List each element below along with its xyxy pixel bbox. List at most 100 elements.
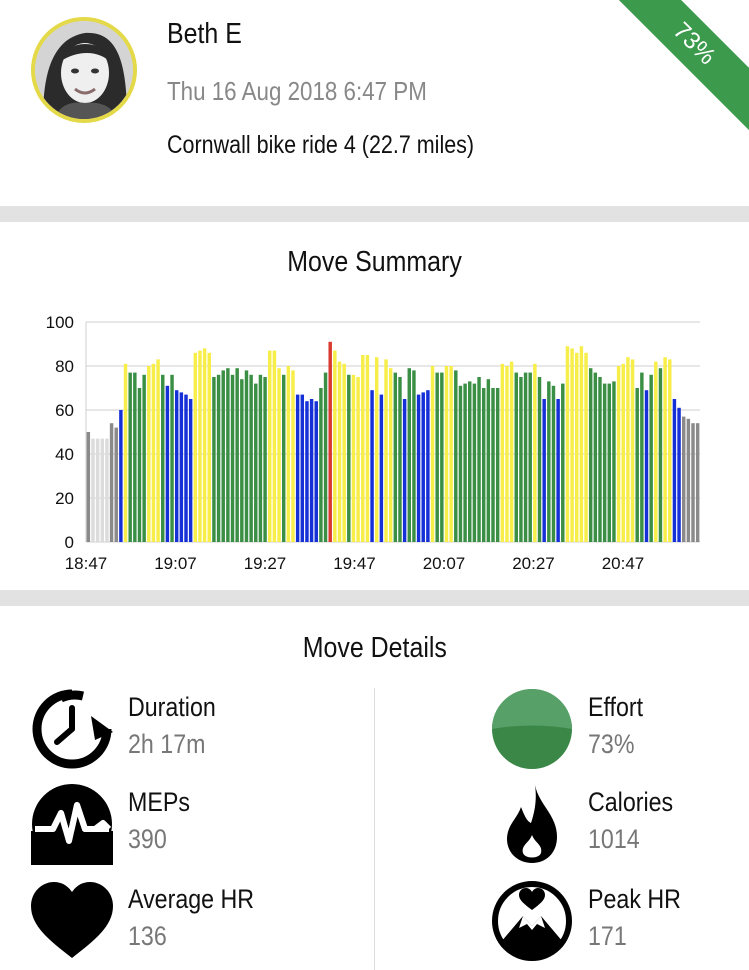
chart-bar [281,374,286,542]
chart-bar [393,372,398,542]
chart-bar [533,363,537,542]
chart-bar [170,374,174,542]
metric-value: 73% [588,729,635,759]
meps-pulse-icon [31,784,113,865]
chart-bar [291,370,295,542]
chart-bar [86,432,91,542]
y-tick-label: 60 [55,401,74,420]
chart-bar [695,423,700,542]
chart-bar [691,423,695,542]
chart-bar [365,355,370,542]
chart-bar [523,372,528,542]
chart-bar [547,381,551,542]
chart-bar [435,372,439,542]
x-tick-label: 20:47 [602,554,645,573]
metric-label: Average HR [128,884,255,914]
chart-bar [491,388,495,542]
chart-bar [584,352,588,542]
move-details-title-text: Move Details [302,632,447,664]
chart-bar [398,377,402,542]
chart-bar [305,401,309,542]
effort-ribbon: 73% [597,0,749,141]
chart-bar [216,374,221,542]
chart-bar [333,350,337,542]
chart-bar [114,427,118,542]
chart-bar [263,377,267,542]
chart-bar [212,377,216,542]
metric-label: Calories [588,787,674,817]
chart-bar [351,374,356,542]
chart-bar [328,341,332,542]
avatar-photo-icon [35,21,133,119]
chart-bar [337,361,342,542]
avatar[interactable] [31,17,137,123]
chart-bar [528,372,532,542]
chart-bar [147,366,151,542]
chart-bar [356,377,360,542]
chart-bar [542,399,546,542]
chart-bar [95,438,100,542]
chart-bar [449,366,453,542]
chart-bar [165,385,170,542]
chart-bar [630,359,635,542]
chart-bar [444,366,449,542]
metric-label: Duration [128,692,216,722]
chart-bar [654,361,658,542]
metric-label: Effort [588,692,644,722]
chart-bar [519,377,523,542]
chart-bar [612,381,616,542]
chart-bar [119,410,123,542]
chart-bar [556,399,560,542]
chart-bar [300,394,305,542]
chart-bar [477,377,481,542]
chart-bar [607,383,612,542]
chart-bar [598,377,602,542]
x-tick-label: 19:07 [154,554,197,573]
chart-bar [551,385,556,542]
move-summary-title-text: Move Summary [287,246,462,278]
chart-bar [254,383,258,542]
flame-icon [507,785,557,863]
chart-bar [142,374,146,542]
chart-bar [677,407,681,542]
chart-bar [240,379,244,542]
chart-bar [179,392,184,542]
chart-bar [374,357,379,542]
chart-bar [244,370,249,542]
user-name: Beth E [167,18,242,50]
chart-bar [416,394,421,542]
chart-bar [272,350,277,542]
chart-bar [440,372,444,542]
peak-heart-icon [492,881,572,961]
x-tick-label: 20:07 [423,554,466,573]
chart-bar [593,372,598,542]
chart-bar [388,368,393,542]
chart-bar [258,374,263,542]
metric-label: MEPs [128,787,190,817]
effort-circle-icon [492,689,572,769]
chart-bar [495,388,500,542]
y-tick-label: 100 [46,313,74,332]
chart-bar [468,381,472,542]
metric-value: 390 [128,824,167,854]
chart-bar [407,368,412,542]
chart-bar [100,438,105,542]
x-tick-label: 20:27 [512,554,555,573]
metric-value: 2h 17m [128,729,206,759]
chart-bar [658,368,663,542]
metric-value: 171 [588,921,627,951]
x-tick-label: 18:47 [65,554,108,573]
x-tick-label: 19:47 [333,554,376,573]
chart-bar [133,372,137,542]
chart-bar [347,374,351,542]
chart-bar [249,374,253,542]
chart-bar [579,346,584,542]
chart-bar [635,388,639,542]
chart-bar [174,390,179,542]
y-tick-label: 40 [55,445,74,464]
chart-bar [430,366,435,542]
chart-bar [402,399,407,542]
chart-bar [514,372,518,542]
chart-bar [128,372,132,542]
chart-bar [370,390,374,542]
